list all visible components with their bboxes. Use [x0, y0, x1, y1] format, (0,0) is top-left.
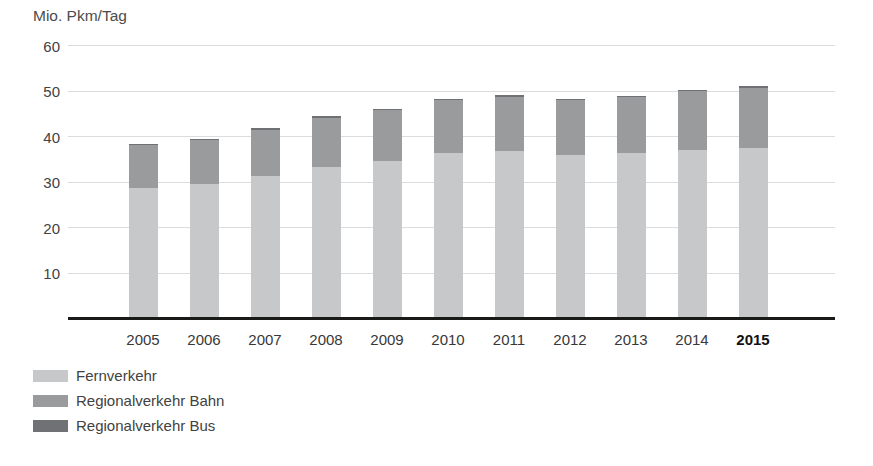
x-axis-label-2015: 2015	[729, 331, 777, 348]
bar-group-2012	[556, 99, 585, 317]
bar-segment-fernverkehr-2007	[251, 176, 280, 317]
bar-group-2010	[434, 99, 463, 317]
bar-segment-fernverkehr-2006	[190, 184, 219, 317]
bar-group-2011	[495, 95, 524, 317]
x-axis-label-2014: 2014	[668, 331, 716, 348]
legend-label-regionalverkehr-bus: Regionalverkehr Bus	[76, 417, 215, 434]
bar-segment-fernverkehr-2013	[617, 153, 646, 317]
x-axis-label-2010: 2010	[424, 331, 472, 348]
legend-item-regionalverkehr-bahn: Regionalverkehr Bahn	[33, 388, 224, 413]
bar-segment-regionalverkehr-bahn-2013	[617, 97, 646, 153]
bar-segment-regionalverkehr-bahn-2006	[190, 140, 219, 184]
y-axis-tick-label-60: 60	[16, 37, 60, 54]
legend-item-fernverkehr: Fernverkehr	[33, 363, 224, 388]
y-axis-tick-label-10: 10	[16, 265, 60, 282]
bar-segment-regionalverkehr-bahn-2005	[129, 145, 158, 188]
bar-segment-regionalverkehr-bahn-2009	[373, 110, 402, 161]
bar-group-2006	[190, 139, 219, 317]
bar-segment-regionalverkehr-bahn-2007	[251, 130, 280, 176]
y-axis-tick-label-30: 30	[16, 174, 60, 191]
legend-label-fernverkehr: Fernverkehr	[76, 367, 157, 384]
bar-group-2015	[739, 86, 768, 317]
x-axis-line	[68, 317, 835, 320]
chart-canvas: Mio. Pkm/Tag 102030405060 FernverkehrReg…	[0, 0, 873, 466]
x-axis-label-2006: 2006	[180, 331, 228, 348]
bar-segment-fernverkehr-2012	[556, 155, 585, 317]
bar-group-2007	[251, 128, 280, 317]
legend-swatch-fernverkehr	[33, 370, 68, 382]
x-axis-label-2005: 2005	[119, 331, 167, 348]
legend: Fernverkehr Regionalverkehr Bahn Regionalv…	[33, 363, 224, 438]
x-axis-label-2008: 2008	[302, 331, 350, 348]
bar-group-2009	[373, 109, 402, 317]
legend-label-regionalverkehr-bahn: Regionalverkehr Bahn	[76, 392, 224, 409]
bar-segment-regionalverkehr-bahn-2015	[739, 88, 768, 148]
x-axis-label-2012: 2012	[546, 331, 594, 348]
bar-segment-regionalverkehr-bahn-2010	[434, 100, 463, 153]
gridline-60	[68, 45, 835, 46]
plot-area: 102030405060	[68, 20, 835, 320]
bar-group-2013	[617, 96, 646, 317]
gridline-50	[68, 91, 835, 92]
bar-segment-fernverkehr-2014	[678, 150, 707, 317]
bar-segment-regionalverkehr-bahn-2008	[312, 118, 341, 167]
y-axis-tick-label-20: 20	[16, 219, 60, 236]
bar-group-2005	[129, 144, 158, 317]
legend-swatch-regionalverkehr-bus	[33, 420, 68, 432]
x-axis-label-2011: 2011	[485, 331, 533, 348]
x-axis-label-2013: 2013	[607, 331, 655, 348]
x-axis-label-2007: 2007	[241, 331, 289, 348]
bar-segment-fernverkehr-2005	[129, 188, 158, 317]
bar-segment-fernverkehr-2008	[312, 167, 341, 317]
bar-segment-regionalverkehr-bahn-2014	[678, 91, 707, 149]
bar-group-2008	[312, 116, 341, 317]
legend-swatch-regionalverkehr-bahn	[33, 395, 68, 407]
bar-segment-regionalverkehr-bahn-2011	[495, 97, 524, 152]
y-axis-tick-label-50: 50	[16, 83, 60, 100]
y-axis-tick-label-40: 40	[16, 128, 60, 145]
bar-group-2014	[678, 90, 707, 317]
x-axis-label-2009: 2009	[363, 331, 411, 348]
bar-segment-regionalverkehr-bahn-2012	[556, 100, 585, 155]
bar-segment-fernverkehr-2015	[739, 148, 768, 317]
bar-segment-fernverkehr-2010	[434, 153, 463, 317]
legend-item-regionalverkehr-bus: Regionalverkehr Bus	[33, 413, 224, 438]
bar-segment-fernverkehr-2009	[373, 161, 402, 317]
bar-segment-fernverkehr-2011	[495, 151, 524, 317]
